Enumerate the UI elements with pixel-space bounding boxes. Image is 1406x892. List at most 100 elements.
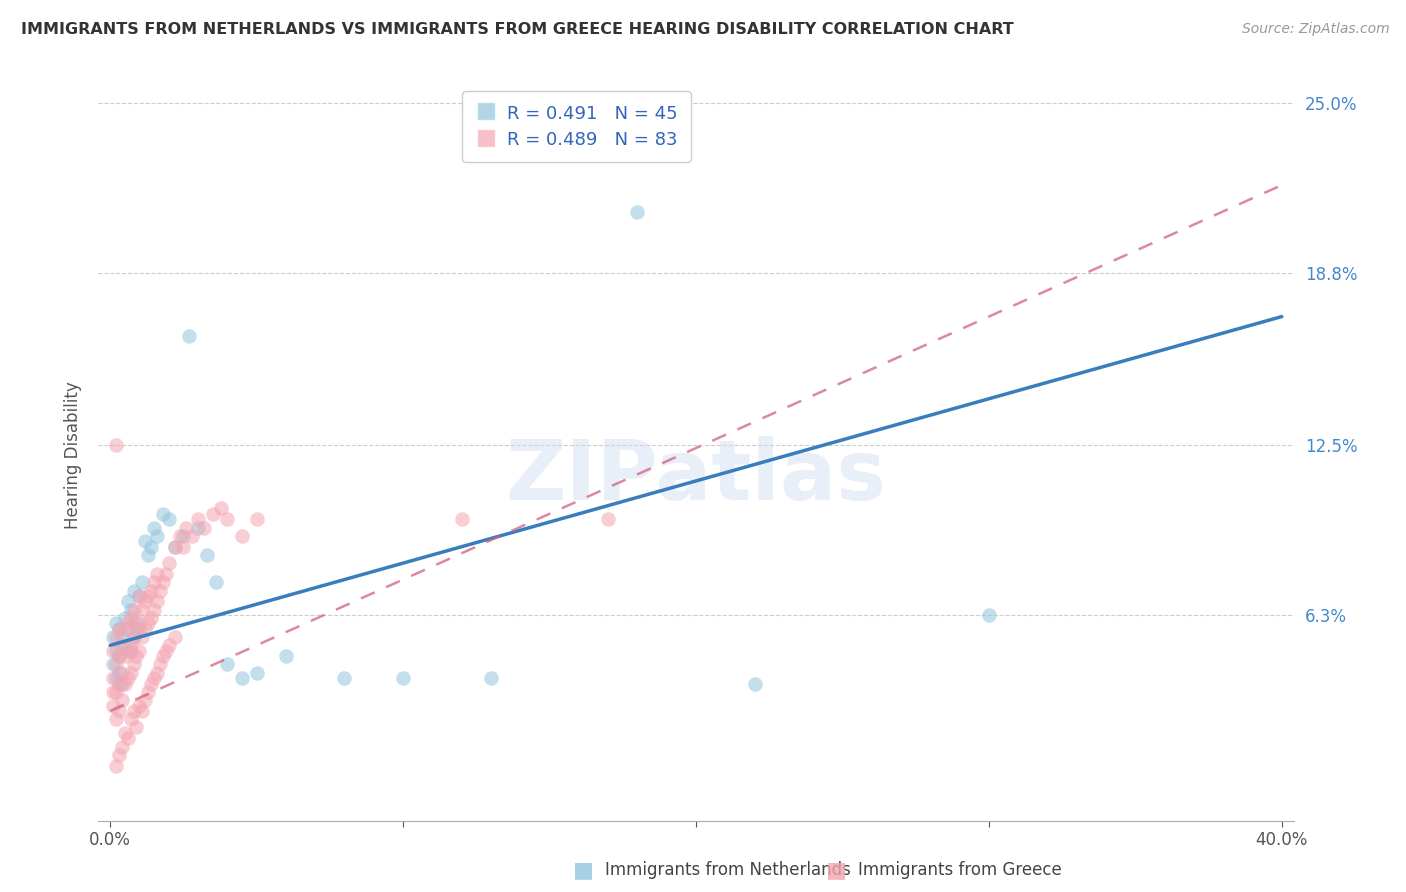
Point <box>114 622 136 636</box>
Text: IMMIGRANTS FROM NETHERLANDS VS IMMIGRANTS FROM GREECE HEARING DISABILITY CORRELA: IMMIGRANTS FROM NETHERLANDS VS IMMIGRANT… <box>21 22 1014 37</box>
Point <box>201 507 224 521</box>
Point <box>101 644 124 658</box>
Point <box>195 548 218 562</box>
Point <box>596 512 619 526</box>
Point <box>187 520 209 534</box>
Point <box>101 657 124 672</box>
Text: ZIPatlas: ZIPatlas <box>506 436 886 517</box>
Point <box>105 712 128 726</box>
Point <box>187 512 209 526</box>
Point <box>125 721 148 735</box>
Point <box>143 671 166 685</box>
Point <box>181 529 204 543</box>
Point <box>122 603 145 617</box>
Point <box>146 594 169 608</box>
Point <box>108 676 131 690</box>
Point <box>108 649 131 664</box>
Point <box>172 540 194 554</box>
Point <box>120 644 142 658</box>
Point <box>141 540 163 554</box>
Point <box>333 671 356 685</box>
Point <box>125 616 148 631</box>
Point <box>120 665 142 680</box>
Point <box>128 589 150 603</box>
Point <box>211 501 233 516</box>
Point <box>141 611 163 625</box>
Point <box>217 512 239 526</box>
Point <box>122 630 145 644</box>
Point <box>143 575 166 590</box>
Point <box>117 671 139 685</box>
Point <box>977 608 1000 623</box>
Point <box>131 630 153 644</box>
Point <box>163 540 186 554</box>
Point <box>128 644 150 658</box>
Point <box>149 657 172 672</box>
Point <box>111 676 134 690</box>
Point <box>193 520 215 534</box>
Point <box>108 622 131 636</box>
Point <box>155 644 177 658</box>
Point <box>105 657 128 672</box>
Point <box>152 507 174 521</box>
Point <box>134 693 156 707</box>
Point <box>117 622 139 636</box>
Text: ■: ■ <box>574 860 593 880</box>
Point <box>108 665 131 680</box>
Point <box>169 529 191 543</box>
Text: Immigrants from Netherlands: Immigrants from Netherlands <box>605 861 851 879</box>
Point <box>114 676 136 690</box>
Point <box>101 685 124 699</box>
Point <box>111 693 134 707</box>
Point <box>134 622 156 636</box>
Point <box>163 630 186 644</box>
Legend: R = 0.491   N = 45, R = 0.489   N = 83: R = 0.491 N = 45, R = 0.489 N = 83 <box>463 91 690 162</box>
Y-axis label: Hearing Disability: Hearing Disability <box>65 381 83 529</box>
Point <box>114 638 136 652</box>
Point <box>149 583 172 598</box>
Point <box>131 704 153 718</box>
Point <box>105 438 128 452</box>
Point <box>125 649 148 664</box>
Point <box>122 630 145 644</box>
Point <box>744 676 766 690</box>
Point <box>141 676 163 690</box>
Point <box>105 759 128 773</box>
Point <box>157 638 180 652</box>
Point <box>204 575 226 590</box>
Point <box>111 638 134 652</box>
Point <box>128 616 150 631</box>
Point <box>134 594 156 608</box>
Point <box>479 671 502 685</box>
Point <box>172 529 194 543</box>
Point <box>120 712 142 726</box>
Point <box>136 685 159 699</box>
Text: Immigrants from Greece: Immigrants from Greece <box>858 861 1062 879</box>
Point <box>122 583 145 598</box>
Point <box>136 589 159 603</box>
Point <box>246 665 269 680</box>
Point <box>108 704 131 718</box>
Point <box>152 649 174 664</box>
Point <box>117 644 139 658</box>
Point <box>146 665 169 680</box>
Point <box>157 512 180 526</box>
Point <box>128 622 150 636</box>
Point <box>105 630 128 644</box>
Point <box>120 638 142 652</box>
Point <box>105 644 128 658</box>
Point <box>143 520 166 534</box>
Point <box>101 698 124 713</box>
Point <box>114 726 136 740</box>
Point <box>141 583 163 598</box>
Point <box>217 657 239 672</box>
Point <box>108 622 131 636</box>
Point <box>105 616 128 631</box>
Point <box>111 630 134 644</box>
Point <box>392 671 415 685</box>
Point <box>136 616 159 631</box>
Point <box>155 567 177 582</box>
Point <box>152 575 174 590</box>
Point <box>120 603 142 617</box>
Point <box>174 520 197 534</box>
